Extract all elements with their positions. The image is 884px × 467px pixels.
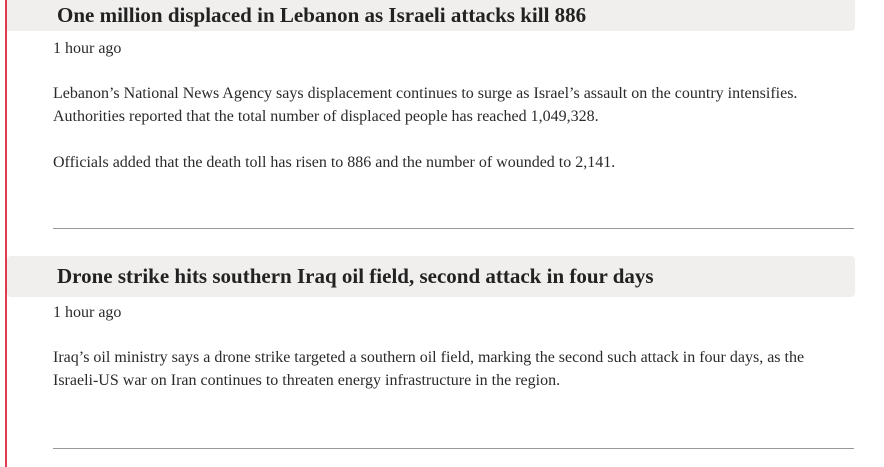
post-paragraph: Lebanon’s National News Agency says disp… <box>53 85 798 125</box>
post-paragraph: Iraq’s oil ministry says a drone strike … <box>53 349 805 389</box>
post-title-bar: One million displaced in Lebanon as Isra… <box>7 0 855 31</box>
post-lebanon-displaced: One million displaced in Lebanon as Isra… <box>7 0 855 174</box>
post-title[interactable]: One million displaced in Lebanon as Isra… <box>57 3 587 27</box>
post-timestamp: 1 hour ago <box>53 304 122 321</box>
post-title-bar: Drone strike hits southern Iraq oil fiel… <box>7 256 855 297</box>
post-timestamp: 1 hour ago <box>53 40 122 57</box>
post-divider <box>53 448 854 449</box>
post-title[interactable]: Drone strike hits southern Iraq oil fiel… <box>57 264 654 288</box>
live-blog-timeline-line <box>5 0 7 467</box>
post-divider <box>53 228 854 229</box>
post-paragraph: Officials added that the death toll has … <box>53 154 616 171</box>
post-iraq-drone-strike: Drone strike hits southern Iraq oil fiel… <box>7 256 855 392</box>
